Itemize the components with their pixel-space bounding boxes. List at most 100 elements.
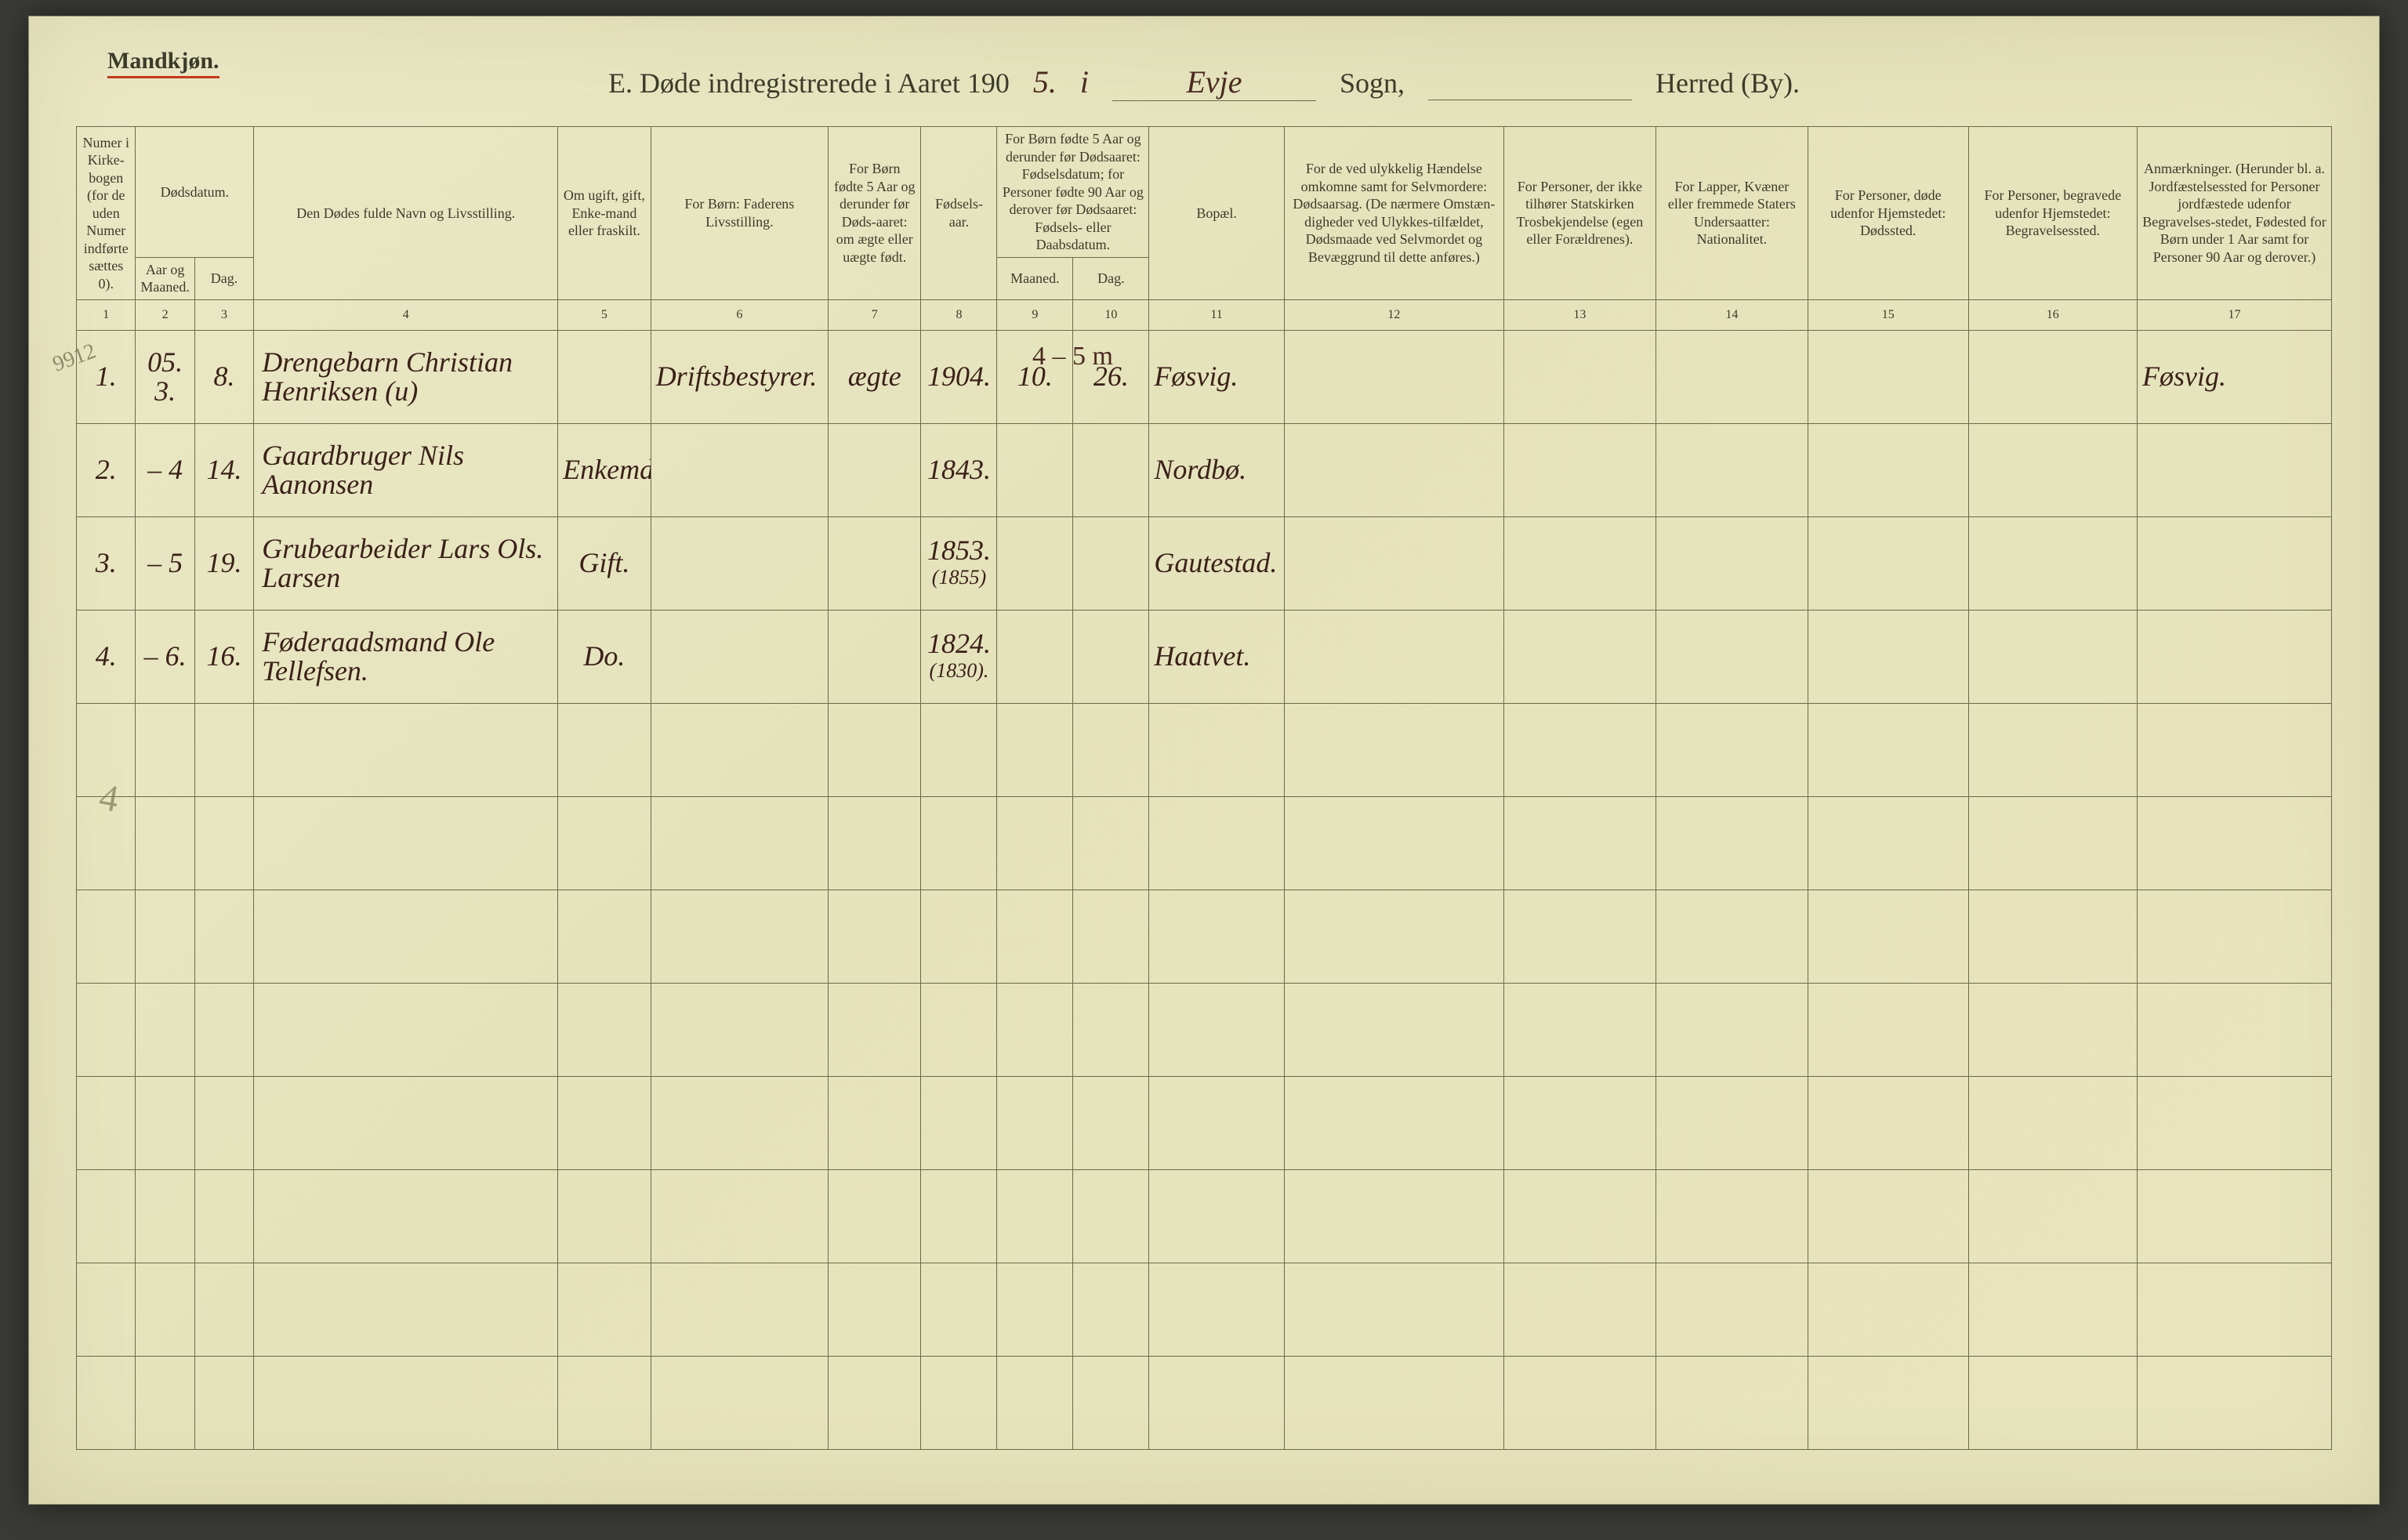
empty-cell [1968, 703, 2138, 796]
empty-cell [1656, 1263, 1808, 1356]
cell-dag: 14. [194, 423, 253, 516]
empty-cell [1149, 1076, 1284, 1169]
empty-cell [136, 890, 194, 983]
empty-cell [2138, 1263, 2332, 1356]
herred-label: Herred (By). [1656, 67, 1800, 100]
cell-aar-maaned: 05. 3. [136, 330, 194, 423]
empty-cell [921, 1076, 997, 1169]
cell-16 [1968, 610, 2138, 703]
empty-cell [1073, 890, 1149, 983]
cell-fader [651, 516, 828, 610]
cell-fmnd [997, 516, 1073, 610]
empty-cell [1073, 1263, 1149, 1356]
empty-cell [1656, 1076, 1808, 1169]
empty-cell [1284, 890, 1503, 983]
cell-bopael: Føsvig. [1149, 330, 1284, 423]
herred-blank [1428, 67, 1632, 100]
col-10-header: Dag. [1073, 257, 1149, 299]
cell-aegte: ægte [828, 330, 921, 423]
table-body: 1. 05. 3. 8. Drengebarn Christian Henrik… [77, 330, 2332, 1449]
cell-fodsaar: 1904. [921, 330, 997, 423]
empty-cell [1503, 1356, 1656, 1449]
col-4-header: Den Dødes fulde Navn og Livsstilling. [254, 127, 558, 300]
table-row: 4. – 6. 16. Føderaadsmand Ole Tellefsen.… [77, 610, 2332, 703]
col-2-3-group: Dødsdatum. [136, 127, 254, 258]
colnum: 13 [1503, 299, 1656, 330]
empty-cell [1808, 1356, 1968, 1449]
title-prefix: E. Døde indregistrerede i Aaret 190 [608, 67, 1010, 100]
empty-cell [136, 703, 194, 796]
empty-cell [921, 1169, 997, 1263]
empty-cell [1968, 1263, 2138, 1356]
empty-cell [1808, 796, 1968, 890]
sogn-label: Sogn, [1340, 67, 1405, 100]
cell-fdag [1073, 516, 1149, 610]
empty-cell [921, 1356, 997, 1449]
empty-cell [828, 796, 921, 890]
cell-stand: Do. [558, 610, 651, 703]
empty-cell [1503, 1263, 1656, 1356]
empty-cell [1968, 1169, 2138, 1263]
cell-13 [1503, 423, 1656, 516]
empty-cell [828, 983, 921, 1076]
cell-fodsaar: 1853.(1855) [921, 516, 997, 610]
register-page: Mandkjøn. E. Døde indregistrerede i Aare… [28, 16, 2380, 1505]
cell-14 [1656, 610, 1808, 703]
table-header: Numer i Kirke-bogen (for de uden Numer i… [77, 127, 2332, 331]
empty-cell [828, 1356, 921, 1449]
empty-cell [558, 1263, 651, 1356]
empty-cell [136, 983, 194, 1076]
empty-cell [828, 1076, 921, 1169]
cell-17 [2138, 423, 2332, 516]
cell-15 [1808, 516, 1968, 610]
empty-cell [77, 1076, 136, 1169]
table-row [77, 983, 2332, 1076]
colnum: 6 [651, 299, 828, 330]
cell-16 [1968, 516, 2138, 610]
empty-cell [651, 1263, 828, 1356]
empty-cell [1073, 703, 1149, 796]
col-17-header: Anmærkninger. (Herunder bl. a. Jordfæste… [2138, 127, 2332, 300]
title-in: i [1080, 63, 1089, 100]
empty-cell [1503, 983, 1656, 1076]
col-3-header: Dag. [194, 257, 253, 299]
empty-cell [997, 1263, 1073, 1356]
empty-cell [997, 983, 1073, 1076]
empty-cell [1284, 1169, 1503, 1263]
table-row: 1. 05. 3. 8. Drengebarn Christian Henrik… [77, 330, 2332, 423]
cell-17: Føsvig. [2138, 330, 2332, 423]
empty-cell [1284, 796, 1503, 890]
empty-cell [136, 1356, 194, 1449]
empty-cell [921, 890, 997, 983]
cell-17 [2138, 516, 2332, 610]
empty-cell [1073, 796, 1149, 890]
page-wrapper: Mandkjøn. E. Døde indregistrerede i Aare… [0, 0, 2408, 1540]
cell-dag: 16. [194, 610, 253, 703]
colnum: 16 [1968, 299, 2138, 330]
empty-cell [1808, 1076, 1968, 1169]
empty-cell [1503, 1169, 1656, 1263]
empty-cell [921, 703, 997, 796]
empty-cell [1808, 1169, 1968, 1263]
cell-aar-maaned: – 4 [136, 423, 194, 516]
page-title: E. Døde indregistrerede i Aaret 1905. i … [29, 63, 2379, 101]
cell-13 [1503, 610, 1656, 703]
empty-cell [77, 1356, 136, 1449]
empty-cell [136, 1076, 194, 1169]
colnum: 15 [1808, 299, 1968, 330]
cell-stand [558, 330, 651, 423]
cell-fodsaar: 1843. [921, 423, 997, 516]
cell-bopael: Haatvet. [1149, 610, 1284, 703]
col-6-header: For Børn: Faderens Livsstilling. [651, 127, 828, 300]
year-suffix: 5. [1033, 63, 1057, 100]
cell-12 [1284, 610, 1503, 703]
empty-cell [558, 1356, 651, 1449]
empty-cell [1968, 1356, 2138, 1449]
empty-cell [651, 703, 828, 796]
empty-cell [1968, 796, 2138, 890]
cell-aegte [828, 610, 921, 703]
empty-cell [136, 1169, 194, 1263]
empty-cell [997, 890, 1073, 983]
empty-cell [651, 1169, 828, 1263]
empty-cell [651, 796, 828, 890]
